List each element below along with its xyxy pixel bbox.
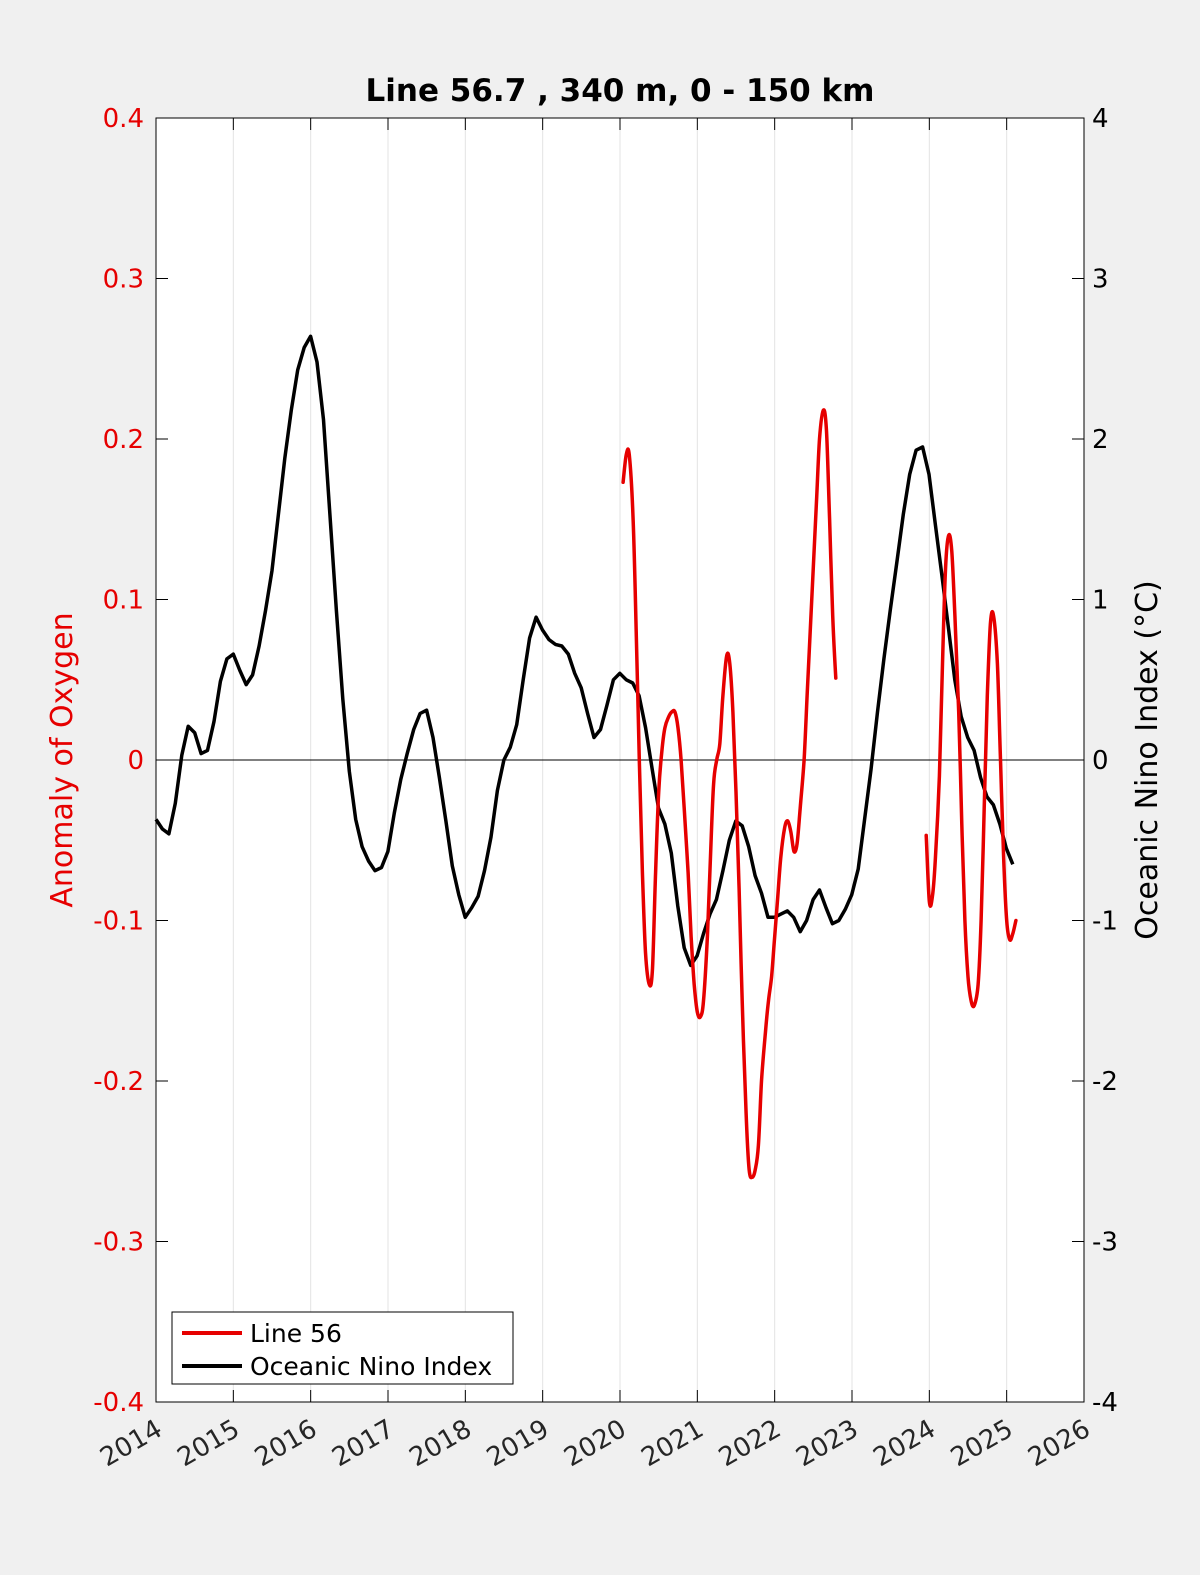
right-y-tick-label: -3 <box>1092 1228 1118 1258</box>
x-tick-label: 2019 <box>482 1414 554 1473</box>
right-y-tick-label: 0 <box>1092 746 1109 776</box>
right-y-axis-label: Oceanic Nino Index (°C) <box>1130 580 1165 940</box>
x-tick-label: 2016 <box>250 1414 322 1473</box>
left-y-tick-label: 0.2 <box>103 425 144 455</box>
x-tick-label: 2015 <box>173 1414 245 1473</box>
series-line-oceanic-nino-index <box>154 334 1015 968</box>
series-line-line56-segment-1 <box>621 408 838 1180</box>
legend-label-oni: Oceanic Nino Index <box>250 1352 492 1381</box>
left-y-axis-label: Anomaly of Oxygen <box>45 612 80 907</box>
left-y-tick-label: -0.3 <box>93 1228 144 1258</box>
x-tick-label: 2021 <box>637 1414 709 1473</box>
legend: Line 56 Oceanic Nino Index <box>171 1311 514 1385</box>
x-tick-label: 2022 <box>714 1414 786 1473</box>
x-tick-label: 2014 <box>95 1414 167 1473</box>
x-tick-label: 2017 <box>327 1414 399 1473</box>
x-tick-label: 2018 <box>405 1414 477 1473</box>
left-y-tick-label: 0 <box>127 746 144 776</box>
x-tick-label: 2024 <box>869 1414 941 1473</box>
right-y-tick-label: -2 <box>1092 1067 1118 1097</box>
legend-box <box>171 1311 514 1385</box>
legend-label-line56: Line 56 <box>250 1319 342 1348</box>
left-y-tick-label: -0.1 <box>93 907 144 937</box>
chart-title: Line 56.7 , 340 m, 0 - 150 km <box>366 73 875 109</box>
series-layer <box>154 334 1018 1180</box>
x-tick-label: 2020 <box>559 1414 631 1473</box>
x-tick-label: 2023 <box>791 1414 863 1473</box>
left-y-tick-label: 0.3 <box>103 265 144 295</box>
left-y-tick-label: -0.4 <box>93 1388 144 1418</box>
left-y-axis: 0.4 0.3 0.2 0.1 0 -0.1 -0.2 -0.3 -0.4 <box>93 104 168 1418</box>
left-y-tick-label: -0.2 <box>93 1067 144 1097</box>
x-tick-label: 2025 <box>946 1414 1018 1473</box>
right-y-tick-label: 1 <box>1092 586 1109 616</box>
right-y-axis: 4 3 2 1 0 -1 -2 -3 -4 <box>1072 104 1118 1418</box>
right-y-tick-label: 3 <box>1092 265 1109 295</box>
right-y-tick-label: -1 <box>1092 907 1118 937</box>
left-y-tick-label: 0.1 <box>103 586 144 616</box>
left-y-tick-label: 0.4 <box>103 104 144 134</box>
series-line-line56-segment-2 <box>924 532 1018 1009</box>
right-y-tick-label: 4 <box>1092 104 1109 134</box>
x-tick-label: 2026 <box>1023 1414 1095 1473</box>
right-y-tick-label: -4 <box>1092 1388 1118 1418</box>
right-y-tick-label: 2 <box>1092 425 1109 455</box>
